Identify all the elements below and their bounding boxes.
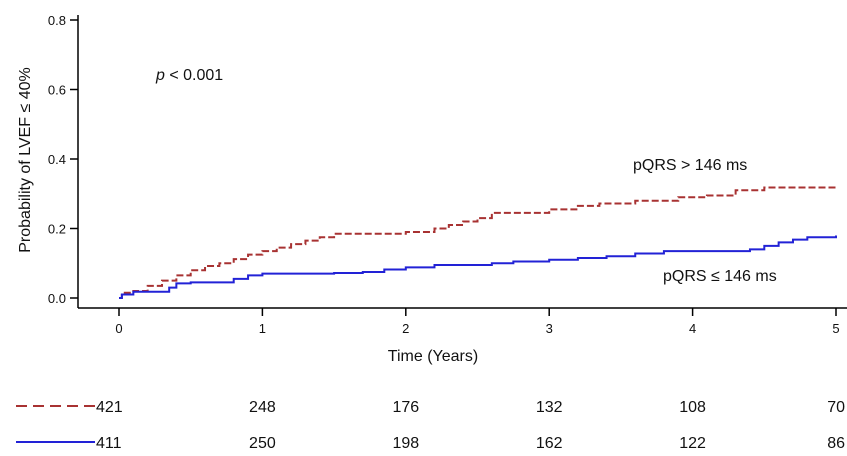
risk-count-s0-t0: 421 (96, 399, 123, 416)
risk-count-s0-t4: 108 (679, 399, 706, 416)
y-tick-label-0.4: 0.4 (48, 152, 66, 167)
x-tick-label-4: 4 (689, 321, 696, 336)
x-tick-label-1: 1 (259, 321, 266, 336)
series-line-0 (119, 186, 837, 299)
p-value-annotation: p < 0.001 (155, 67, 223, 84)
series-line-1 (119, 235, 837, 299)
axes (77, 15, 847, 309)
series-label-pqrs-below: pQRS ≤ 146 ms (663, 268, 777, 285)
p-value-symbol: p (155, 67, 165, 84)
y-tick-label-0.2: 0.2 (48, 222, 66, 237)
x-axis-label: Time (Years) (388, 348, 478, 365)
ticks: 0 1 2 3 4 5 0.0 0.2 0.4 0.6 0.8 (48, 13, 840, 336)
risk-count-s0-t1: 248 (249, 399, 276, 416)
series-label-pqrs-above: pQRS > 146 ms (633, 157, 747, 174)
risk-count-s1-t1: 250 (249, 435, 276, 452)
at-risk-table: 421 248 176 132 108 70 411 250 198 162 122 86 (16, 399, 845, 452)
y-tick-label-0.6: 0.6 (48, 83, 66, 98)
x-tick-label-2: 2 (402, 321, 409, 336)
risk-count-s1-t4: 122 (679, 435, 706, 452)
risk-count-s1-t0: 411 (96, 435, 122, 452)
x-tick-label-0: 0 (115, 321, 122, 336)
risk-count-s1-t2: 198 (392, 435, 419, 452)
x-tick-label-3: 3 (546, 321, 553, 336)
risk-count-s0-t2: 176 (392, 399, 419, 416)
risk-count-s0-t5: 70 (827, 399, 845, 416)
y-axis-label: Probability of LVEF ≤ 40% (17, 67, 34, 252)
risk-count-s1-t5: 86 (827, 435, 845, 452)
y-tick-label-0.0: 0.0 (48, 291, 66, 306)
risk-count-s0-t3: 132 (536, 399, 563, 416)
x-tick-label-5: 5 (832, 321, 839, 336)
y-tick-label-0.8: 0.8 (48, 13, 66, 28)
risk-count-s1-t3: 162 (536, 435, 563, 452)
p-value-text: < 0.001 (165, 67, 223, 84)
curves (119, 186, 837, 299)
